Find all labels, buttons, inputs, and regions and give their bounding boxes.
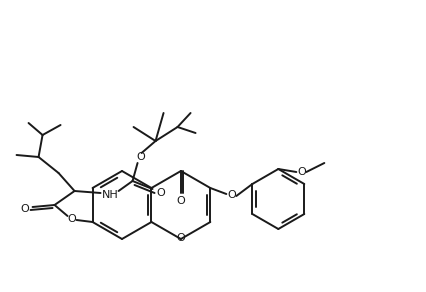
Text: O: O xyxy=(227,190,236,200)
Text: O: O xyxy=(176,233,185,243)
Text: O: O xyxy=(176,196,185,206)
Text: O: O xyxy=(136,152,145,162)
Text: O: O xyxy=(20,204,29,214)
Text: NH: NH xyxy=(102,190,119,200)
Text: O: O xyxy=(297,167,306,177)
Text: O: O xyxy=(67,214,76,224)
Text: O: O xyxy=(156,188,165,198)
